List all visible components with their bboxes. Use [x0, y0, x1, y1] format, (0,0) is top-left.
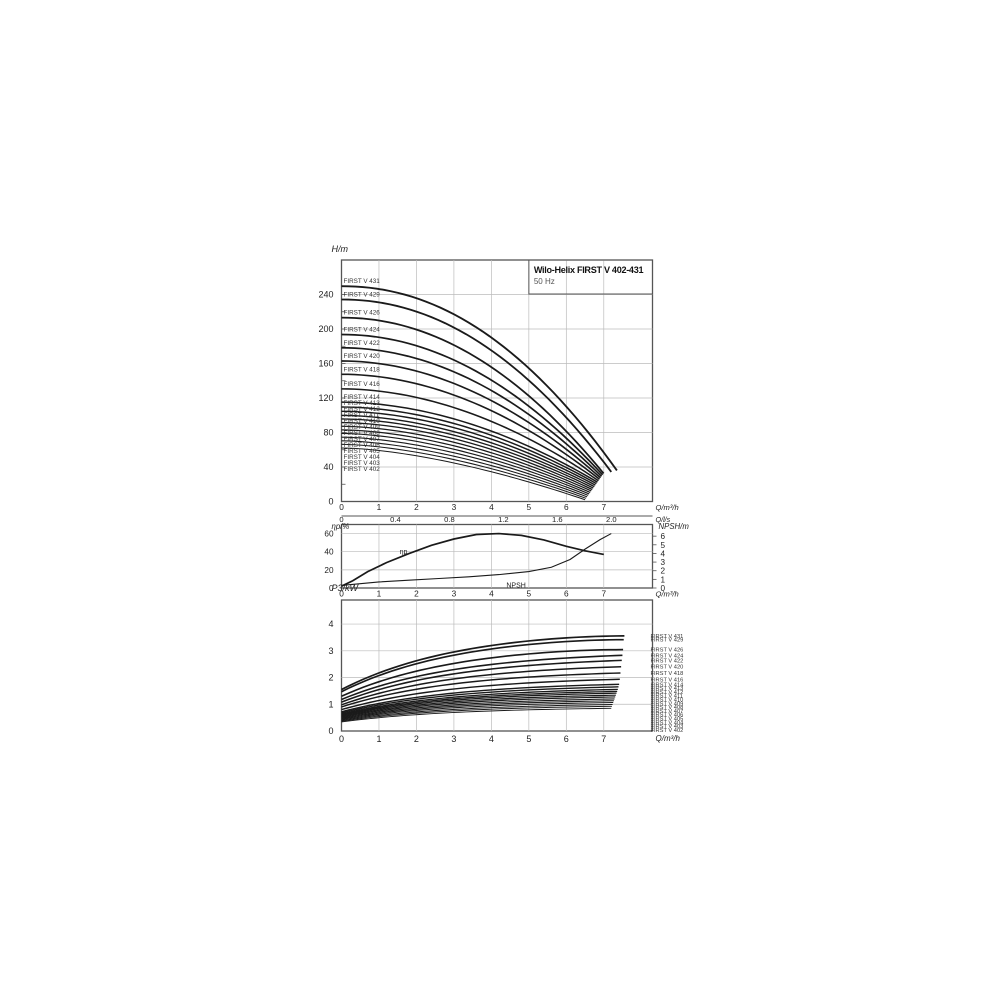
svg-text:200: 200: [318, 324, 333, 334]
svg-text:1: 1: [328, 699, 333, 709]
svg-text:1: 1: [377, 589, 382, 599]
svg-text:0: 0: [328, 497, 333, 507]
svg-text:2: 2: [414, 734, 419, 744]
svg-text:0: 0: [328, 726, 333, 736]
svg-text:4: 4: [489, 589, 494, 599]
svg-text:H/m: H/m: [332, 244, 349, 254]
svg-text:FIRST V 402: FIRST V 402: [344, 466, 381, 473]
svg-text:FIRST V 429: FIRST V 429: [651, 638, 684, 644]
svg-text:240: 240: [318, 290, 333, 300]
svg-text:Q/m³/h: Q/m³/h: [656, 590, 679, 599]
svg-text:5: 5: [661, 541, 666, 550]
svg-text:0: 0: [339, 502, 344, 512]
svg-text:4: 4: [489, 734, 494, 744]
svg-text:60: 60: [324, 530, 334, 539]
svg-text:1: 1: [377, 502, 382, 512]
svg-text:7: 7: [601, 502, 606, 512]
svg-text:FIRST V 426: FIRST V 426: [344, 310, 381, 317]
svg-text:FIRST V 431: FIRST V 431: [344, 278, 381, 285]
svg-text:NPSH: NPSH: [506, 582, 525, 589]
svg-text:4: 4: [661, 549, 666, 558]
svg-text:ηp: ηp: [400, 549, 408, 556]
svg-text:40: 40: [324, 548, 334, 557]
svg-text:FIRST V 418: FIRST V 418: [651, 671, 684, 677]
svg-text:1.6: 1.6: [552, 515, 563, 524]
svg-text:2: 2: [328, 673, 333, 683]
svg-text:80: 80: [323, 428, 333, 438]
svg-text:50 Hz: 50 Hz: [534, 277, 555, 286]
svg-text:FIRST V 420: FIRST V 420: [344, 353, 381, 360]
svg-text:3: 3: [661, 558, 666, 567]
svg-text:FIRST V 422: FIRST V 422: [344, 340, 381, 347]
svg-text:5: 5: [527, 589, 532, 599]
svg-text:FIRST V 416: FIRST V 416: [344, 381, 381, 388]
svg-text:160: 160: [318, 359, 333, 369]
svg-text:Q/m³/h: Q/m³/h: [656, 734, 681, 743]
svg-text:1: 1: [376, 734, 381, 744]
svg-text:Wilo-Helix FIRST V 402-431: Wilo-Helix FIRST V 402-431: [534, 265, 644, 275]
svg-text:6: 6: [661, 532, 666, 541]
svg-text:3: 3: [328, 646, 333, 656]
svg-text:ηp/%: ηp/%: [332, 522, 350, 531]
svg-text:FIRST V 420: FIRST V 420: [651, 665, 684, 671]
svg-text:3: 3: [452, 589, 457, 599]
svg-text:1.2: 1.2: [498, 515, 509, 524]
svg-text:7: 7: [601, 734, 606, 744]
svg-text:6: 6: [564, 589, 569, 599]
svg-text:6: 6: [564, 734, 569, 744]
svg-text:4: 4: [328, 619, 333, 629]
svg-text:FIRST V 424: FIRST V 424: [344, 327, 381, 334]
svg-text:FIRST V 418: FIRST V 418: [344, 366, 381, 373]
svg-text:0: 0: [339, 734, 344, 744]
svg-text:3: 3: [451, 734, 456, 744]
svg-text:FIRST V 422: FIRST V 422: [651, 658, 684, 664]
svg-text:2: 2: [414, 502, 419, 512]
svg-text:NPSH/m: NPSH/m: [659, 522, 690, 531]
svg-text:7: 7: [601, 589, 606, 599]
svg-text:3: 3: [452, 502, 457, 512]
svg-text:0.8: 0.8: [444, 515, 455, 524]
svg-text:Q/m³/h: Q/m³/h: [656, 503, 679, 512]
svg-text:2.0: 2.0: [606, 515, 617, 524]
svg-text:5: 5: [527, 502, 532, 512]
svg-text:5: 5: [526, 734, 531, 744]
svg-text:2: 2: [414, 589, 419, 599]
svg-text:20: 20: [324, 566, 334, 575]
svg-text:FIRST V 402: FIRST V 402: [651, 728, 684, 734]
svg-text:P3/kW: P3/kW: [332, 583, 360, 593]
svg-text:2: 2: [661, 567, 666, 576]
svg-text:1: 1: [661, 575, 666, 584]
svg-text:40: 40: [323, 462, 333, 472]
svg-text:4: 4: [489, 502, 494, 512]
svg-text:6: 6: [564, 502, 569, 512]
svg-text:FIRST V 429: FIRST V 429: [344, 292, 381, 299]
svg-text:0.4: 0.4: [390, 515, 401, 524]
svg-text:120: 120: [318, 393, 333, 403]
